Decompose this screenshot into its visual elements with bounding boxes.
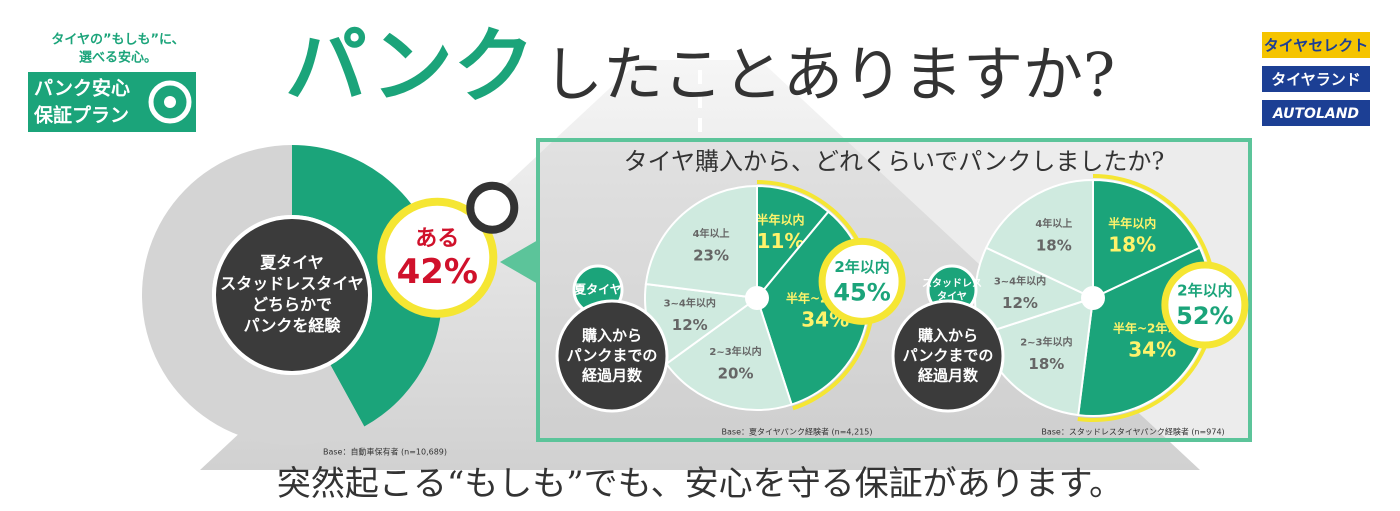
center [212,215,372,375]
slice-value: 12% [1002,294,1038,312]
slice-label: 4年以上 [1035,217,1072,230]
brand: AUTOLAND [1272,106,1359,122]
callout-label: 2年以内 [834,258,889,276]
slice-label: 2~3年以内 [709,345,761,358]
logo-wheel [148,80,192,124]
pie-slice [984,178,1094,300]
brand-box [1262,32,1370,58]
label-line: パンクを経験 [244,316,342,335]
slice-value: 12% [672,316,708,334]
callout-value: 45% [833,278,890,306]
callout [1161,261,1249,349]
tire-icon [466,181,519,234]
note: Base：夏タイヤパンク経験者 (n=4,215) [722,427,873,437]
note: Base：スタッドレスタイヤパンク経験者 (n=974) [1041,427,1224,437]
brand-box [1262,66,1370,92]
label-line: 購入から [917,327,978,345]
label-line: 夏タイヤ [259,253,324,272]
side-circle [555,299,669,413]
note: Base：自動車保有者 (n=10,689) [323,447,447,457]
label-line: スタッドレス [922,278,982,290]
callout-value: 52% [1176,302,1233,330]
callout [377,197,498,318]
label-line: パンクまでの [903,347,994,365]
pie-slice [644,184,758,300]
tagline: タイヤの”もしも”に、 選べる安心。 [51,33,184,66]
slice-value: 18% [1108,233,1156,257]
logo-line: 保証プラン [33,104,129,127]
slice-value: 18% [1036,237,1072,255]
tagline-line: 選べる安心。 [79,50,157,66]
footer: 突然起こる“もしも”でも、安心を守る保証があります。 [277,464,1123,504]
label-line: 経過月数 [918,367,979,385]
logo-line: パンク安心 [34,77,130,100]
logo-hub [164,96,176,108]
label-line: 購入から [581,327,642,345]
brand: タイヤセレクト [1264,37,1369,55]
panel-pointer [500,240,538,284]
brand-box [1262,100,1370,126]
pie-slice [756,184,830,301]
callout-label: ある [415,227,459,252]
slice-label: 半年以内 [1108,216,1156,231]
pie-slice [1092,178,1202,300]
brand: タイヤランド [1271,71,1361,89]
pie-slice [664,296,793,411]
slice-label: 半年以内 [757,212,805,227]
label-line: タイヤ [937,291,967,303]
side-circle [891,299,1005,413]
slice-value: 34% [1128,338,1176,362]
slice-label: 4年以上 [693,227,730,240]
label-line: 夏タイヤ [574,283,622,297]
title-rest: したことありますか? [543,41,1115,111]
callout-value: 42% [397,252,478,292]
hub [1081,286,1105,310]
slice-value: 20% [718,365,754,383]
callout [818,237,906,325]
slice-value: 23% [693,246,729,264]
slice-label: 3~4年以内 [664,296,716,309]
callout-label: 2年以内 [1177,282,1232,300]
title-emphasis: パンク [285,19,535,114]
hub [745,286,769,310]
donut-slice [142,145,365,445]
tagline-line: タイヤの”もしも”に、 [51,33,184,48]
label-line: どちらかで [252,295,332,314]
label-line: スタッドレスタイヤ [220,274,364,293]
label-line: パンクまでの [567,347,658,365]
slice-label: 2~3年以内 [1020,335,1072,348]
label-line: 経過月数 [582,367,643,385]
slice-label: 3~4年以内 [994,274,1046,287]
slice-value: 18% [1028,355,1064,373]
panel-title: タイヤ購入から、どれくらいでパンクしましたか? [624,148,1165,176]
